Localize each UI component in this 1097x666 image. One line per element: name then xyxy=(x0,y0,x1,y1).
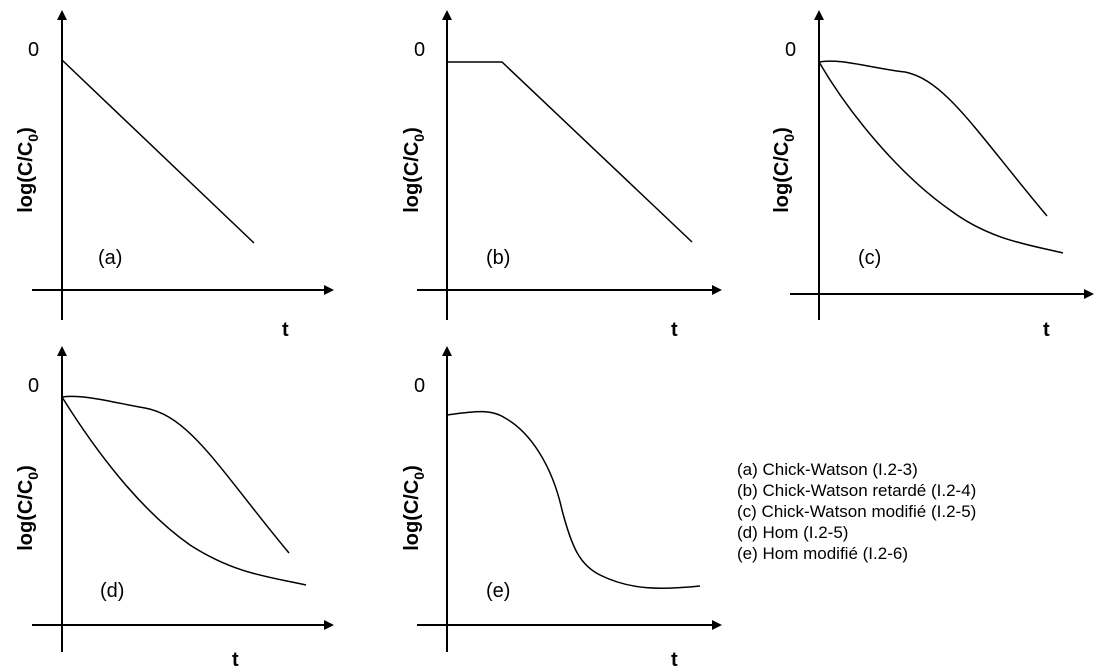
y-zero-tick: 0 xyxy=(28,39,39,61)
y-zero-tick: 0 xyxy=(414,39,425,61)
y-zero-tick: 0 xyxy=(785,39,796,61)
curve-lagged-chick-watson xyxy=(447,61,693,243)
panel-label: (c) xyxy=(858,247,881,269)
curve-sigmoid xyxy=(446,410,701,589)
x-axis-label: t xyxy=(1043,319,1050,341)
y-zero-tick: 0 xyxy=(414,375,425,397)
panel-label: (a) xyxy=(98,247,122,269)
x-axis-label: t xyxy=(671,649,678,666)
y-axis-label: log(C/C0) xyxy=(15,127,41,213)
legend-item-c: (c) Chick-Watson modifié (I.2-5) xyxy=(737,502,976,521)
panel-a: 0 log(C/C0) t (a) xyxy=(15,10,334,341)
curve-lower xyxy=(818,61,1064,254)
curve-chick-watson xyxy=(61,59,255,244)
legend: (a) Chick-Watson (I.2-3) (b) Chick-Watso… xyxy=(737,460,976,563)
panel-label: (e) xyxy=(486,580,510,602)
x-axis-label: t xyxy=(671,319,678,341)
legend-item-b: (b) Chick-Watson retardé (I.2-4) xyxy=(737,481,976,500)
panel-d: 0 log(C/C0) t (d) xyxy=(15,346,334,666)
x-axis-label: t xyxy=(232,649,239,666)
legend-item-d: (d) Hom (I.2-5) xyxy=(737,523,848,542)
panel-label: (d) xyxy=(100,580,124,602)
x-axis-label: t xyxy=(282,319,289,341)
panel-e: 0 log(C/C0) t (e) xyxy=(401,346,722,666)
curve-upper xyxy=(818,60,1048,217)
y-axis-label: log(C/C0) xyxy=(401,127,427,213)
y-axis-label: log(C/C0) xyxy=(771,127,797,213)
panel-b: 0 log(C/C0) t (b) xyxy=(401,10,722,341)
legend-item-a: (a) Chick-Watson (I.2-3) xyxy=(737,460,918,479)
curve-lower xyxy=(61,396,307,586)
legend-item-e: (e) Hom modifié (I.2-6) xyxy=(737,544,908,563)
curve-upper xyxy=(61,395,290,554)
y-axis-label: log(C/C0) xyxy=(15,465,41,551)
y-axis-label: log(C/C0) xyxy=(401,465,427,551)
panel-label: (b) xyxy=(486,247,510,269)
panel-c: 0 log(C/C0) t (c) xyxy=(771,10,1094,341)
y-zero-tick: 0 xyxy=(28,375,39,397)
